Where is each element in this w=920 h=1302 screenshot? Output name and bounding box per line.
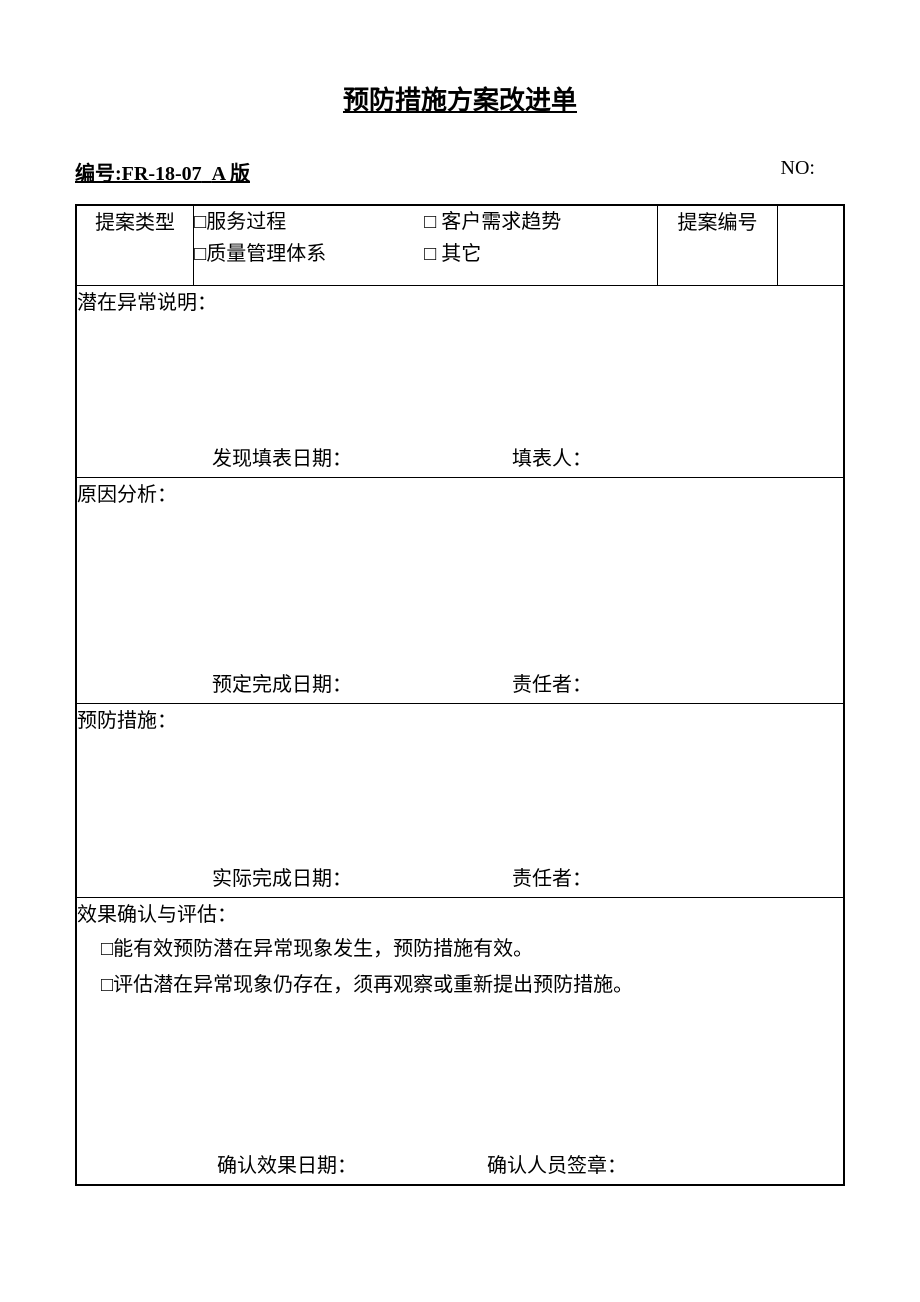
anomaly-section: 潜在异常说明： 发现填表日期： 填表人： xyxy=(76,285,844,477)
table-row: 效果确认与评估： □能有效预防潜在异常现象发生，预防措施有效。 □评估潜在异常现… xyxy=(76,897,844,1185)
discovery-date-label: 发现填表日期： xyxy=(212,442,352,471)
cause-label: 原因分析： xyxy=(77,478,843,507)
evaluation-section: 效果确认与评估： □能有效预防潜在异常现象发生，预防措施有效。 □评估潜在异常现… xyxy=(76,897,844,1185)
measures-label: 预防措施： xyxy=(77,704,843,733)
checkbox-effective[interactable]: □能有效预防潜在异常现象发生，预防措施有效。 xyxy=(101,931,843,967)
serial-label: NO: xyxy=(781,157,845,186)
doc-number: 编号:FR-18-07 A 版 xyxy=(75,157,250,186)
responsible-label: 责任者： xyxy=(512,668,592,697)
header-row: 编号:FR-18-07 A 版 NO: xyxy=(75,157,845,186)
actual-date-label: 实际完成日期： xyxy=(212,862,352,891)
filler-label: 填表人： xyxy=(512,442,592,471)
table-row: 潜在异常说明： 发现填表日期： 填表人： xyxy=(76,285,844,477)
responsible2-label: 责任者： xyxy=(512,862,592,891)
checkbox-other[interactable]: □ 其它 xyxy=(424,238,481,270)
form-table: 提案类型 □服务过程 □ 客户需求趋势 □质量管理体系 □ 其它 提案编号 潜在… xyxy=(75,204,845,1186)
evaluation-label: 效果确认与评估： xyxy=(77,898,843,927)
cause-section: 原因分析： 预定完成日期： 责任者： xyxy=(76,477,844,703)
anomaly-label: 潜在异常说明： xyxy=(77,286,843,315)
proposal-type-label: 提案类型 xyxy=(76,205,194,285)
checkbox-customer-trend[interactable]: □ 客户需求趋势 xyxy=(424,206,561,238)
measures-section: 预防措施： 实际完成日期： 责任者： xyxy=(76,703,844,897)
checkbox-quality-system[interactable]: □质量管理体系 xyxy=(194,238,424,270)
table-row: 提案类型 □服务过程 □ 客户需求趋势 □质量管理体系 □ 其它 提案编号 xyxy=(76,205,844,285)
confirm-date-label: 确认效果日期： xyxy=(217,1149,357,1178)
doc-no-label: 编号:FR-18-07 xyxy=(75,163,202,185)
table-row: 原因分析： 预定完成日期： 责任者： xyxy=(76,477,844,703)
table-row: 预防措施： 实际完成日期： 责任者： xyxy=(76,703,844,897)
checkbox-service[interactable]: □服务过程 xyxy=(194,206,424,238)
proposal-number-label: 提案编号 xyxy=(658,205,778,285)
planned-date-label: 预定完成日期： xyxy=(212,668,352,697)
checkbox-reobserve[interactable]: □评估潜在异常现象仍存在，须再观察或重新提出预防措施。 xyxy=(101,967,843,1003)
page-title: 预防措施方案改进单 xyxy=(75,80,845,117)
version-label: A 版 xyxy=(212,163,250,185)
proposal-number-field[interactable] xyxy=(777,205,844,285)
confirm-person-label: 确认人员签章： xyxy=(487,1149,627,1178)
proposal-type-options: □服务过程 □ 客户需求趋势 □质量管理体系 □ 其它 xyxy=(194,205,658,285)
